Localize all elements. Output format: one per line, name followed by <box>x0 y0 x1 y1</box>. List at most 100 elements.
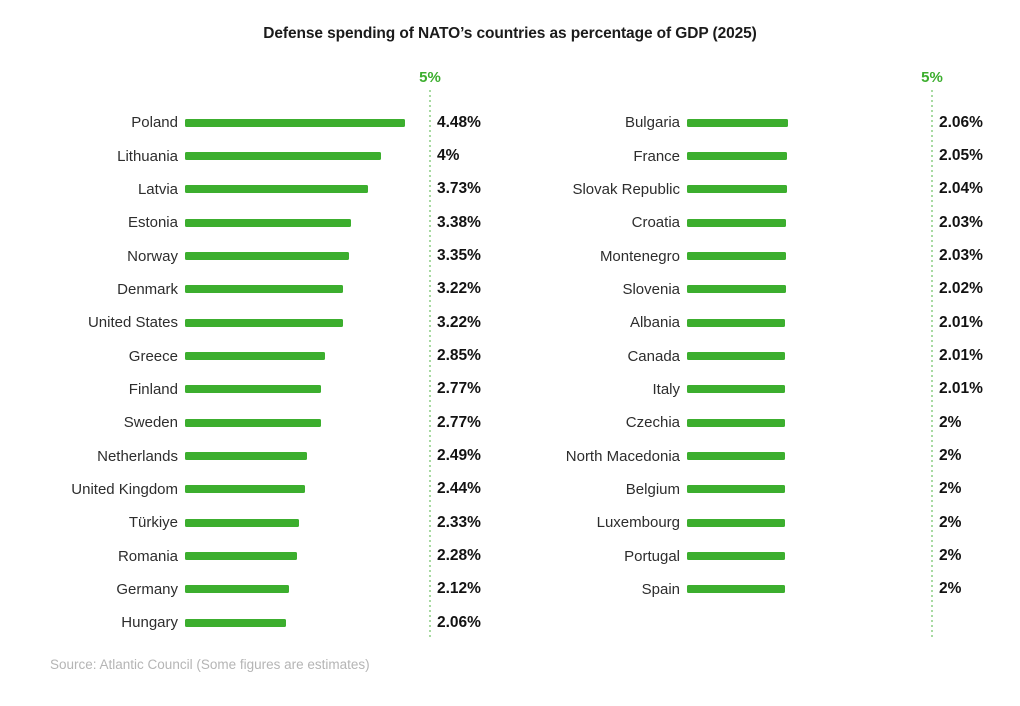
country-label: Netherlands <box>97 447 178 465</box>
chart-row: United States 3.22% <box>30 306 481 339</box>
value-bar <box>185 352 325 361</box>
country-label: Spain <box>641 580 680 598</box>
bar-track <box>185 252 430 261</box>
bar-track <box>687 552 932 561</box>
country-label: Belgium <box>625 480 680 498</box>
bar-track <box>185 485 430 494</box>
value-bar <box>185 518 300 527</box>
bar-track <box>185 518 430 527</box>
country-label: United States <box>87 314 178 332</box>
value-bar <box>185 418 321 427</box>
chart-row: United Kingdom 2.44% <box>30 473 481 506</box>
country-label: Luxembourg <box>596 514 680 532</box>
country-label: Croatia <box>631 214 680 232</box>
axis-max-label: 5% <box>419 69 441 86</box>
bar-track <box>185 452 430 461</box>
value-label: 3.35% <box>437 247 481 265</box>
value-label: 2.28% <box>437 547 481 565</box>
country-label: Germany <box>116 580 178 598</box>
value-bar <box>687 452 785 461</box>
chart-row: Estonia 3.38% <box>30 206 481 239</box>
chart-row: Norway 3.35% <box>30 239 481 272</box>
value-label: 2.49% <box>437 447 481 465</box>
value-label: 4.48% <box>437 113 481 131</box>
value-label: 2% <box>939 580 962 598</box>
country-label: Romania <box>117 547 178 565</box>
bar-track <box>687 285 932 294</box>
value-bar <box>687 318 786 327</box>
value-label: 2.01% <box>939 380 983 398</box>
chart-row: Lithuania 4% <box>30 139 481 172</box>
value-label: 2.01% <box>939 313 983 331</box>
value-label: 2.05% <box>939 147 983 165</box>
chart-row: North Macedonia 2% <box>530 439 983 472</box>
bar-track <box>687 485 932 494</box>
bar-track <box>185 618 430 627</box>
country-label: Hungary <box>121 614 178 632</box>
bar-track <box>687 252 932 261</box>
value-label: 3.22% <box>437 280 481 298</box>
chart-row: France 2.05% <box>530 139 983 172</box>
value-label: 2.06% <box>437 613 481 631</box>
country-label: France <box>633 147 680 165</box>
country-label: Slovenia <box>622 280 680 298</box>
chart-row: Italy 2.01% <box>530 373 983 406</box>
value-bar <box>185 218 351 227</box>
value-label: 2% <box>939 447 962 465</box>
value-label: 2.12% <box>437 580 481 598</box>
value-bar <box>687 352 786 361</box>
bar-track <box>687 152 932 161</box>
bar-track <box>185 218 430 227</box>
chart-row: Denmark 3.22% <box>30 273 481 306</box>
value-label: 4% <box>437 147 460 165</box>
value-bar <box>687 485 785 494</box>
country-label: Latvia <box>137 180 178 198</box>
bar-rows: Poland 4.48% Lithuania 4% Latvia 3.73% Estonia… <box>30 106 481 640</box>
chart-row: Latvia 3.73% <box>30 173 481 206</box>
value-bar <box>185 385 321 394</box>
bar-track <box>687 185 932 194</box>
source-note: Source: Atlantic Council (Some figures a… <box>50 657 370 672</box>
country-label: Greece <box>128 347 178 365</box>
bar-track <box>687 118 932 127</box>
chart-row: Luxembourg 2% <box>530 506 983 539</box>
value-bar <box>687 418 785 427</box>
value-label: 2.06% <box>939 113 983 131</box>
chart-title: Defense spending of NATO’s countries as … <box>263 25 757 42</box>
bar-track <box>687 352 932 361</box>
bar-track <box>185 385 430 394</box>
chart-row: Croatia 2.03% <box>530 206 983 239</box>
chart-row: Belgium 2% <box>530 473 983 506</box>
chart-row: Spain 2% <box>530 573 983 606</box>
bar-track <box>687 452 932 461</box>
value-label: 2% <box>939 413 962 431</box>
bar-track <box>687 418 932 427</box>
value-bar <box>687 118 788 127</box>
country-label: Norway <box>127 247 178 265</box>
value-label: 2.77% <box>437 380 481 398</box>
value-bar <box>687 385 786 394</box>
chart-row: Netherlands 2.49% <box>30 439 481 472</box>
value-bar <box>185 618 286 627</box>
country-label: North Macedonia <box>565 447 680 465</box>
value-label: 2.85% <box>437 347 481 365</box>
value-label: 2.02% <box>939 280 983 298</box>
bar-track <box>185 118 430 127</box>
bar-track <box>185 285 430 294</box>
chart-row: Türkiye 2.33% <box>30 506 481 539</box>
chart-row: Romania 2.28% <box>30 539 481 572</box>
chart-row: Canada 2.01% <box>530 339 983 372</box>
country-label: Czechia <box>625 414 680 432</box>
value-label: 2% <box>939 480 962 498</box>
value-bar <box>185 585 289 594</box>
chart-row: Slovak Republic 2.04% <box>530 173 983 206</box>
value-label: 2% <box>939 513 962 531</box>
value-bar <box>185 485 305 494</box>
value-bar <box>687 285 786 294</box>
value-bar <box>687 518 785 527</box>
value-label: 2.44% <box>437 480 481 498</box>
value-bar <box>687 252 787 261</box>
value-bar <box>687 185 787 194</box>
bar-track <box>687 318 932 327</box>
country-label: Finland <box>128 380 178 398</box>
